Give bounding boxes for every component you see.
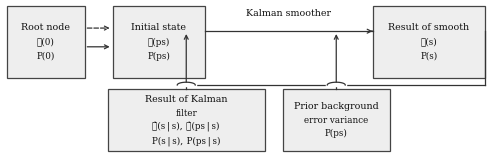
Text: ℓ(s): ℓ(s): [420, 38, 437, 47]
Text: Prior background: Prior background: [294, 102, 378, 111]
Text: Result of smooth: Result of smooth: [388, 23, 469, 32]
Text: Kalman smoother: Kalman smoother: [246, 9, 331, 18]
FancyBboxPatch shape: [108, 89, 265, 151]
Text: ℓ(0): ℓ(0): [37, 38, 54, 47]
Text: Root node: Root node: [21, 23, 70, 32]
Text: P(ps): P(ps): [148, 52, 170, 61]
Text: P(s): P(s): [420, 52, 438, 61]
Text: Initial state: Initial state: [131, 23, 186, 32]
Text: P(s | s),  P(ps | s): P(s | s), P(ps | s): [152, 136, 220, 146]
FancyBboxPatch shape: [112, 6, 205, 78]
Text: ℓ̂(s | s),  ℓ̂(ps | s): ℓ̂(s | s), ℓ̂(ps | s): [152, 122, 220, 132]
FancyBboxPatch shape: [282, 89, 390, 151]
Text: P(ps): P(ps): [325, 129, 347, 138]
Text: error variance: error variance: [304, 116, 368, 125]
Text: P(0): P(0): [36, 52, 55, 61]
Text: ℓ(ps): ℓ(ps): [148, 38, 170, 47]
Text: filter: filter: [176, 109, 197, 118]
FancyBboxPatch shape: [372, 6, 485, 78]
FancyBboxPatch shape: [7, 6, 84, 78]
Text: Result of Kalman: Result of Kalman: [145, 95, 228, 104]
